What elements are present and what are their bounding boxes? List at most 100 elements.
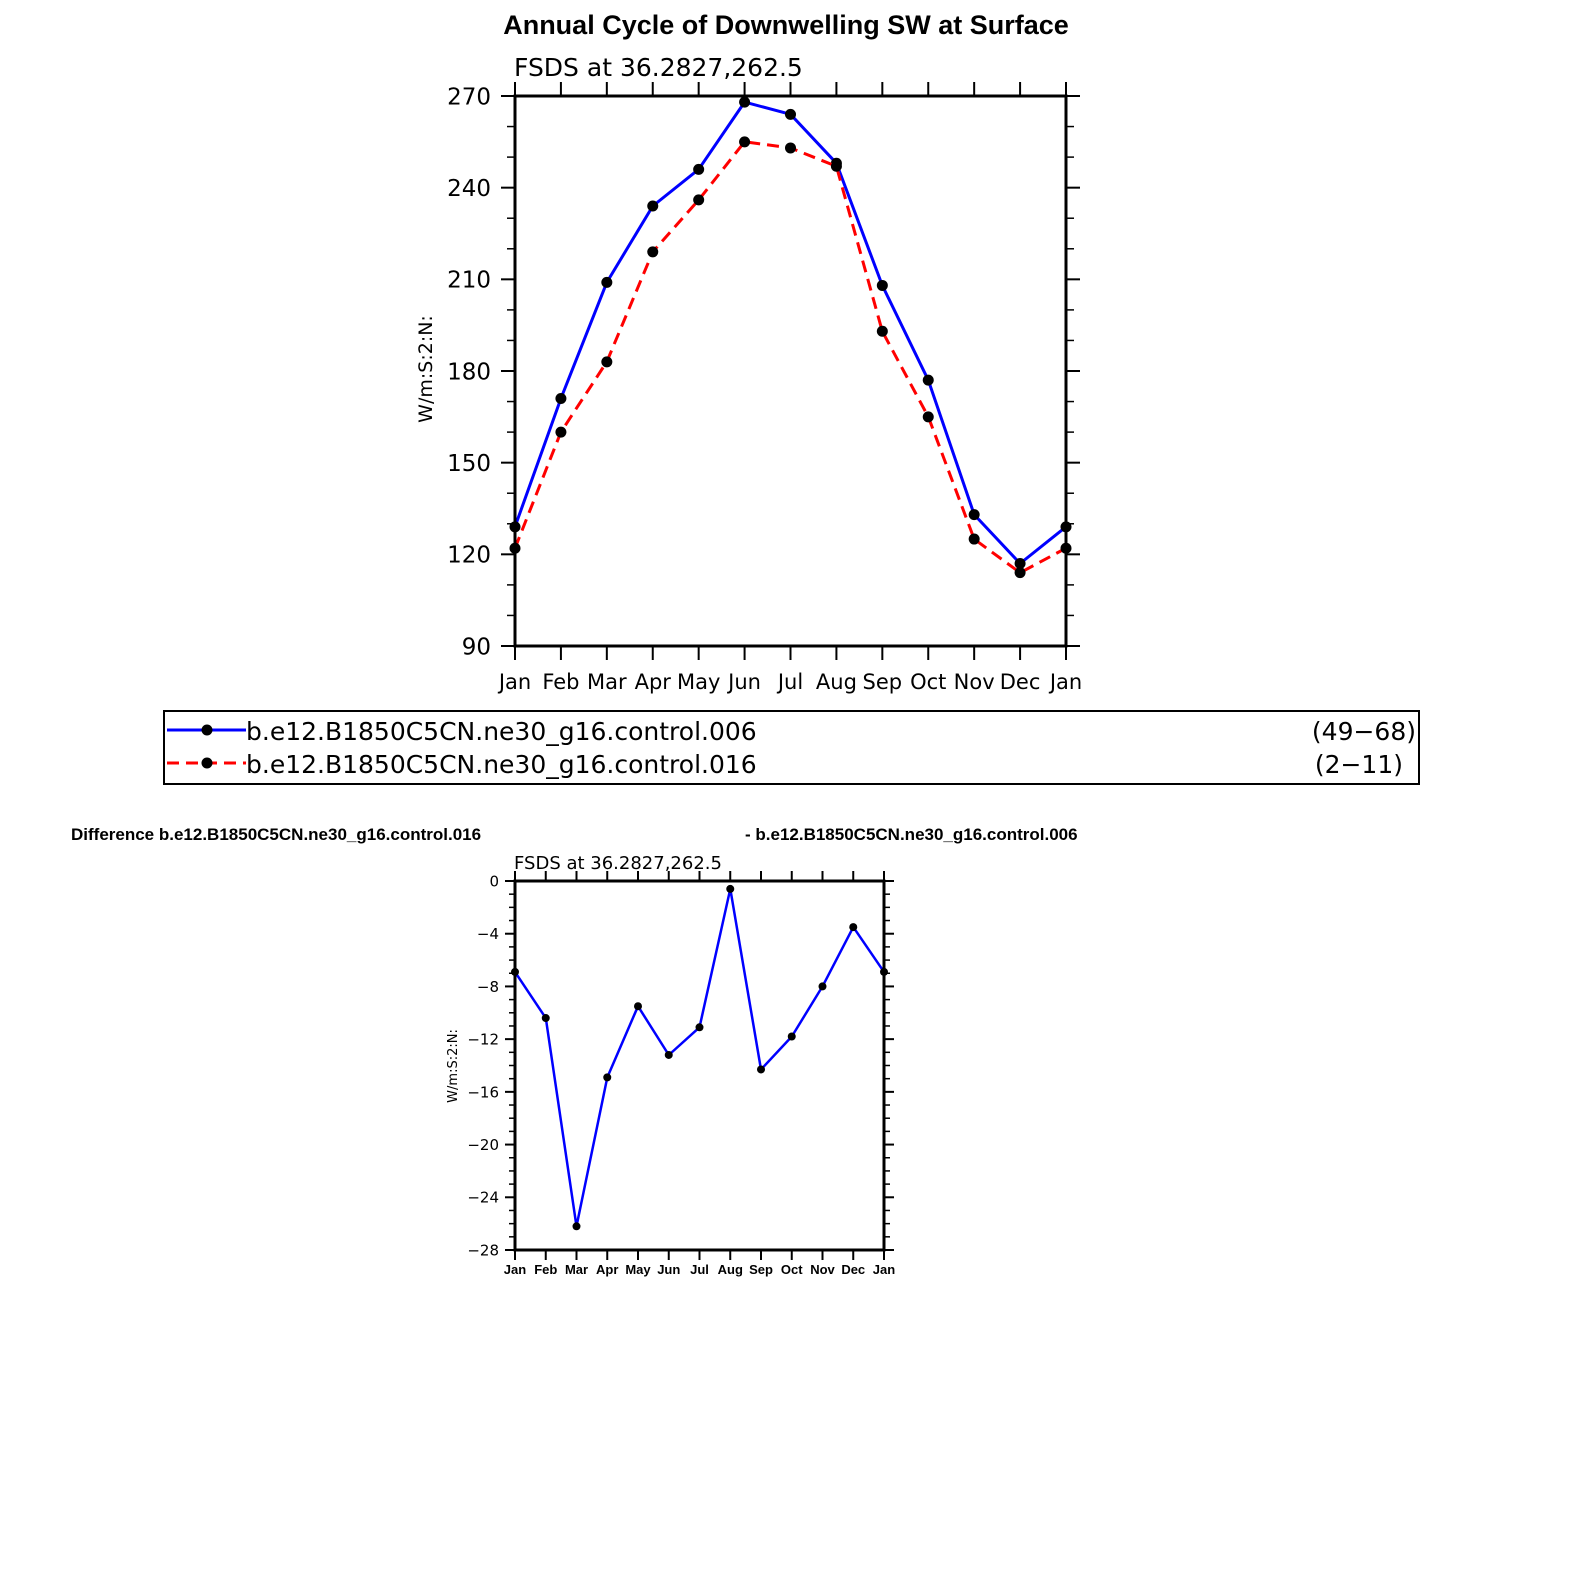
y-tick-label: −4 (477, 925, 499, 943)
top-chart-ylabel: W/m:S:2:N: (415, 315, 437, 423)
x-tick-label: Aug (816, 670, 857, 694)
y-tick-label: 90 (462, 634, 491, 660)
data-point (830, 160, 842, 172)
x-tick-label: Jan (504, 1262, 526, 1277)
data-point (693, 163, 705, 175)
x-tick-label: Jun (657, 1262, 680, 1277)
data-point (555, 426, 567, 438)
x-tick-label: Oct (781, 1262, 803, 1277)
y-tick-label: −12 (467, 1031, 499, 1049)
data-point (849, 923, 858, 932)
y-tick-label: 120 (447, 543, 491, 569)
data-point (968, 509, 980, 521)
legend-years-series-b: (2−11) (1315, 750, 1403, 779)
x-tick-label: Sep (863, 670, 903, 694)
data-point (876, 279, 888, 291)
y-tick-label: 0 (489, 872, 499, 890)
series-line-1 (513, 140, 1067, 575)
x-tick-label: Jan (873, 1262, 895, 1277)
legend-marker-series-b (201, 757, 213, 769)
top-chart-tick-labels: Jan Feb Mar Apr May Jun Jul Aug Sep Oct Nov Dec Jan9… (447, 84, 1082, 694)
data-point (739, 96, 751, 108)
data-point (787, 1032, 796, 1041)
data-point (876, 325, 888, 337)
y-tick-label: −16 (467, 1083, 499, 1101)
difference-chart: Difference b.e12.B1850C5CN.ne30_g16.cont… (71, 825, 1078, 1277)
y-tick-label: −24 (467, 1189, 499, 1207)
data-point (541, 1014, 550, 1023)
x-tick-label: Dec (1000, 670, 1041, 694)
data-point (664, 1050, 673, 1059)
legend-label-series-a: b.e12.B1850C5CN.ne30_g16.control.006 (246, 717, 757, 746)
top-chart-ticks (501, 82, 1080, 660)
difference-title-right: - b.e12.B1850C5CN.ne30_g16.control.006 (745, 825, 1078, 844)
difference-title-left: Difference b.e12.B1850C5CN.ne30_g16.cont… (71, 825, 481, 844)
y-tick-label: 180 (447, 359, 491, 385)
x-tick-label: Apr (596, 1262, 618, 1277)
y-tick-label: −20 (467, 1136, 499, 1154)
series-line-0 (513, 100, 1067, 565)
x-tick-label: Jun (726, 670, 761, 694)
main-title: Annual Cycle of Downwelling SW at Surfac… (503, 10, 1069, 40)
data-point (922, 411, 934, 423)
top-chart-subtitle: FSDS at 36.2827,262.5 (514, 53, 803, 82)
data-point (601, 276, 613, 288)
legend: b.e12.B1850C5CN.ne30_g16.control.006 (49… (163, 710, 1420, 785)
top-chart-series (509, 96, 1072, 579)
x-tick-label: May (625, 1262, 651, 1277)
x-tick-label: May (677, 670, 720, 694)
x-tick-label: Jul (690, 1262, 709, 1277)
x-tick-label: Apr (635, 670, 672, 694)
y-tick-label: 150 (447, 451, 491, 477)
legend-label-series-b: b.e12.B1850C5CN.ne30_g16.control.016 (246, 750, 757, 779)
y-tick-label: 240 (447, 176, 491, 202)
difference-tick-labels: Jan Feb Mar Apr May Jun Jul Aug Sep Oct Nov Dec Jan 0… (467, 872, 895, 1277)
legend-years-series-a: (49−68) (1312, 717, 1416, 746)
y-tick-label: −28 (467, 1241, 499, 1259)
legend-box (163, 710, 1420, 785)
x-tick-label: Mar (565, 1262, 588, 1277)
data-point (695, 1023, 704, 1032)
legend-marker-series-a (201, 724, 213, 736)
top-chart: FSDS at 36.2827,262.5 W/m:S:2:N: Jan Feb M… (415, 53, 1082, 694)
data-point (785, 108, 796, 120)
data-point (968, 533, 980, 545)
data-point (726, 884, 735, 893)
difference-ticks (505, 871, 894, 1260)
data-point (785, 142, 796, 154)
x-tick-label: Oct (910, 670, 946, 694)
data-point (634, 1002, 642, 1011)
difference-series (511, 884, 888, 1231)
y-tick-label: 210 (447, 268, 491, 294)
x-tick-label: Nov (954, 670, 995, 694)
x-tick-label: Feb (534, 1262, 557, 1277)
data-point (555, 393, 567, 404)
data-point (1014, 567, 1026, 579)
x-tick-label: Sep (749, 1262, 773, 1277)
x-tick-label: Mar (587, 670, 627, 694)
x-tick-label: Aug (718, 1262, 743, 1277)
data-point (757, 1065, 765, 1074)
data-point (601, 356, 613, 368)
data-point (572, 1222, 581, 1231)
top-chart-frame (513, 94, 1068, 648)
x-tick-label: Jan (1048, 670, 1082, 694)
data-point (1014, 558, 1026, 569)
difference-frame (513, 879, 886, 1252)
series-line-0 (513, 887, 886, 1228)
x-tick-label: Dec (841, 1262, 865, 1277)
x-tick-label: Nov (810, 1262, 835, 1277)
data-point (693, 194, 705, 206)
data-point (647, 246, 659, 258)
x-tick-label: Jan (497, 670, 531, 694)
x-tick-label: Jul (776, 670, 803, 694)
data-point (818, 982, 827, 991)
data-point (739, 136, 751, 148)
difference-ylabel: W/m:S:2:N: (446, 1029, 461, 1103)
y-tick-label: −8 (477, 978, 499, 996)
y-tick-label: 270 (447, 84, 491, 110)
x-tick-label: Feb (542, 670, 579, 694)
data-point (603, 1073, 612, 1082)
data-point (922, 374, 934, 386)
